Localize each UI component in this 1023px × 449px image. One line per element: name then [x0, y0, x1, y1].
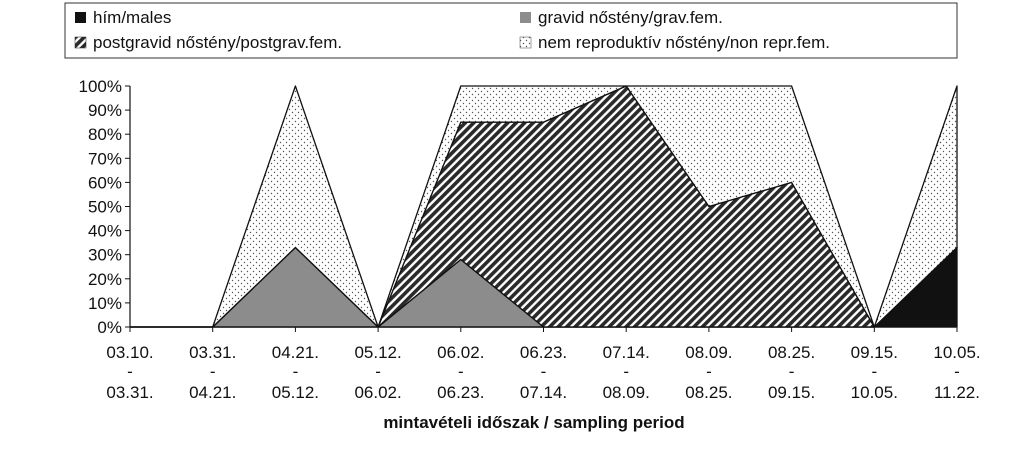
y-tick-label: 50% — [88, 198, 122, 217]
x-tick-label-end: 04.21. — [189, 383, 236, 402]
x-tick-label-end: 07.14. — [520, 383, 567, 402]
y-axis: 0% 10% 20% 30% 40% 50% 60% 70% 80% 90% 100% — [79, 77, 131, 337]
x-tick-label: 08.09.- 08.25. — [685, 343, 732, 402]
y-tick-label: 20% — [88, 270, 122, 289]
x-tick-label: 06.02.- 06.23. — [437, 343, 484, 402]
legend-box — [64, 2, 958, 59]
x-tick-label: 03.10.- 03.31. — [106, 343, 153, 402]
x-tick-label: 08.25.- 09.15. — [768, 343, 815, 402]
x-tick-label-end: 06.23. — [437, 383, 484, 402]
x-tick-label-end: 10.05. — [851, 383, 898, 402]
legend-label-nonrepro: nem reproduktív nőstény/non repr.fem. — [538, 33, 830, 52]
x-tick-label-start: 06.23. — [520, 343, 567, 362]
x-tick-label-end: 08.09. — [603, 383, 650, 402]
x-tick-label: 04.21.- 05.12. — [272, 343, 319, 402]
x-tick-label-sep: - — [375, 362, 381, 381]
legend-item-postgravid: postgravid nőstény/postgrav.fem. — [74, 33, 342, 52]
legend-swatch-nonrepro — [519, 36, 532, 49]
x-tick-label: 09.15.- 10.05. — [851, 343, 898, 402]
x-tick-label-sep: - — [954, 362, 960, 381]
x-tick-label-sep: - — [789, 362, 795, 381]
plot-areas — [129, 85, 958, 328]
legend-item-gravid: gravid nőstény/grav.fem. — [520, 8, 723, 27]
x-tick-label-end: 09.15. — [768, 383, 815, 402]
x-tick-label: 06.23.- 07.14. — [520, 343, 567, 402]
x-axis: 03.10.-03.31.03.31.-04.21.04.21.-05.12.0… — [106, 326, 981, 402]
x-tick-label-start: 04.21. — [272, 343, 319, 362]
x-tick-label: 05.12.- 06.02. — [354, 343, 401, 402]
y-tick-label: 70% — [88, 149, 122, 168]
y-tick-label: 60% — [88, 173, 122, 192]
x-axis-title: mintavételi időszak / sampling period — [383, 413, 684, 432]
y-tick-label: 40% — [88, 222, 122, 241]
x-tick-label-end: 05.12. — [272, 383, 319, 402]
x-tick-label-sep: - — [458, 362, 464, 381]
x-tick-label-start: 10.05. — [933, 343, 980, 362]
legend-swatch-postgravid — [74, 36, 87, 49]
legend-item-males: hím/males — [75, 8, 171, 27]
x-tick-label-sep: - — [541, 362, 547, 381]
x-tick-label: 03.31.- 04.21. — [189, 343, 236, 402]
y-tick-label: 100% — [79, 77, 122, 96]
legend-label-males: hím/males — [93, 8, 171, 27]
legend-swatch-males — [75, 12, 86, 23]
x-tick-label-end: 03.31. — [106, 383, 153, 402]
x-tick-label-sep: - — [706, 362, 712, 381]
legend: hím/males gravid nőstény/grav.fem. postg… — [64, 2, 958, 59]
x-tick-label-start: 09.15. — [851, 343, 898, 362]
legend-label-gravid: gravid nőstény/grav.fem. — [538, 8, 723, 27]
y-tick-label: 30% — [88, 246, 122, 265]
x-tick-label-start: 03.31. — [189, 343, 236, 362]
y-tick-label: 10% — [88, 294, 122, 313]
legend-label-postgravid: postgravid nőstény/postgrav.fem. — [93, 33, 342, 52]
x-tick-label: 10.05.- 11.22. — [933, 343, 980, 402]
y-tick-label: 90% — [88, 101, 122, 120]
series-area-3 — [129, 85, 958, 328]
x-tick-label-sep: - — [293, 362, 299, 381]
x-tick-label-sep: - — [127, 362, 133, 381]
legend-item-nonrepro: nem reproduktív nőstény/non repr.fem. — [519, 33, 830, 52]
x-tick-label-start: 08.25. — [768, 343, 815, 362]
y-tick-label: 80% — [88, 125, 122, 144]
x-tick-label-start: 06.02. — [437, 343, 484, 362]
x-tick-label-start: 05.12. — [354, 343, 401, 362]
x-tick-label-sep: - — [871, 362, 877, 381]
x-tick-label-end: 06.02. — [354, 383, 401, 402]
x-tick-label-start: 03.10. — [106, 343, 153, 362]
x-tick-label-end: 08.25. — [685, 383, 732, 402]
x-tick-label-start: 07.14. — [603, 343, 650, 362]
x-tick-label-end: 11.22. — [934, 383, 980, 402]
x-tick-label-sep: - — [623, 362, 629, 381]
x-tick-label-start: 08.09. — [685, 343, 732, 362]
legend-swatch-gravid — [520, 12, 531, 23]
x-tick-label-sep: - — [210, 362, 216, 381]
y-tick-label: 0% — [97, 318, 122, 337]
x-tick-label: 07.14.- 08.09. — [603, 343, 650, 402]
